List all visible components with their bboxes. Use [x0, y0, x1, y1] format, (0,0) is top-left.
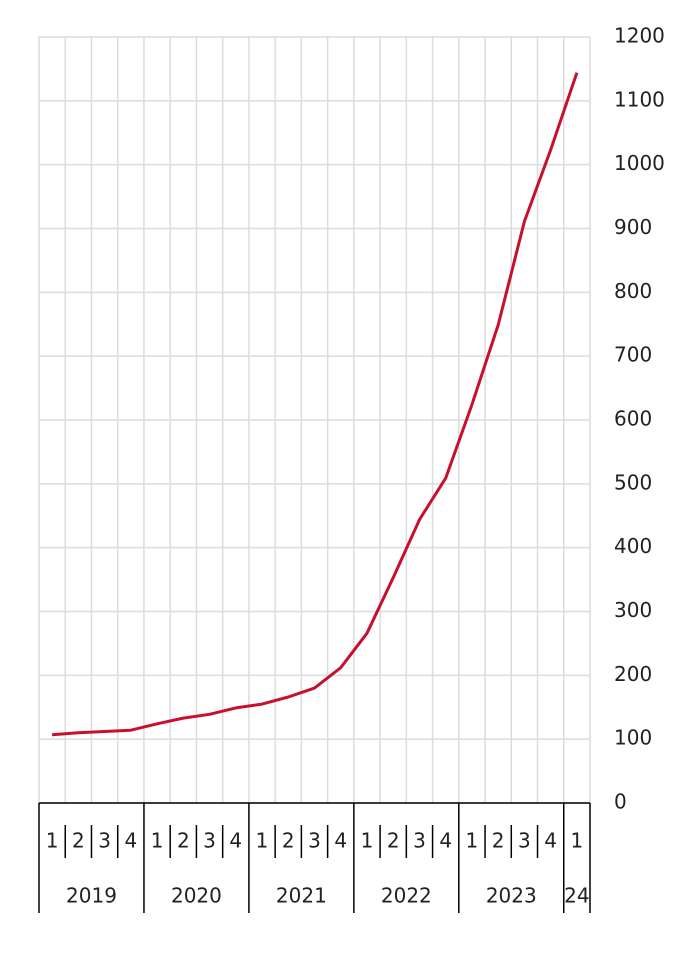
y-tick-label: 100: [614, 726, 652, 750]
data-line: [51, 72, 579, 737]
x-tick-label: 1: [466, 829, 479, 853]
y-tick-label: 200: [614, 662, 652, 686]
x-group-label: 2023: [486, 884, 537, 908]
y-tick-label: 400: [614, 534, 652, 558]
x-tick-label: 3: [518, 829, 531, 853]
y-tick-label: 700: [614, 343, 652, 367]
x-tick-label: 2: [492, 829, 505, 853]
x-tick-label: 4: [229, 829, 242, 853]
x-tick-label: 4: [124, 829, 137, 853]
x-group-label: 2022: [381, 884, 432, 908]
x-tick-label: 1: [46, 829, 59, 853]
x-group-label: 2020: [171, 884, 222, 908]
x-tick-label: 2: [72, 829, 85, 853]
x-tick-label: 3: [203, 829, 216, 853]
x-group-label: 24: [564, 884, 589, 908]
y-tick-label: 900: [614, 215, 652, 239]
x-tick-label: 4: [334, 829, 347, 853]
x-tick-label: 4: [544, 829, 557, 853]
x-tick-label: 3: [308, 829, 321, 853]
x-tick-label: 2: [387, 829, 400, 853]
x-group-label: 2019: [66, 884, 117, 908]
x-tick-label: 1: [151, 829, 164, 853]
x-tick-label: 2: [177, 829, 190, 853]
x-tick-label: 3: [98, 829, 111, 853]
y-tick-label: 1200: [614, 24, 665, 48]
y-tick-label: 0: [614, 790, 627, 814]
y-tick-label: 500: [614, 470, 652, 494]
y-tick-label: 300: [614, 598, 652, 622]
x-group-label: 2021: [276, 884, 327, 908]
x-tick-label: 1: [571, 829, 584, 853]
x-tick-label: 4: [439, 829, 452, 853]
y-tick-label: 1000: [614, 151, 665, 175]
x-tick-label: 3: [413, 829, 426, 853]
x-tick-label: 1: [256, 829, 269, 853]
y-tick-label: 1100: [614, 87, 665, 111]
y-tick-label: 600: [614, 407, 652, 431]
y-tick-label: 800: [614, 279, 652, 303]
x-tick-label: 2: [282, 829, 295, 853]
x-tick-label: 1: [361, 829, 374, 853]
